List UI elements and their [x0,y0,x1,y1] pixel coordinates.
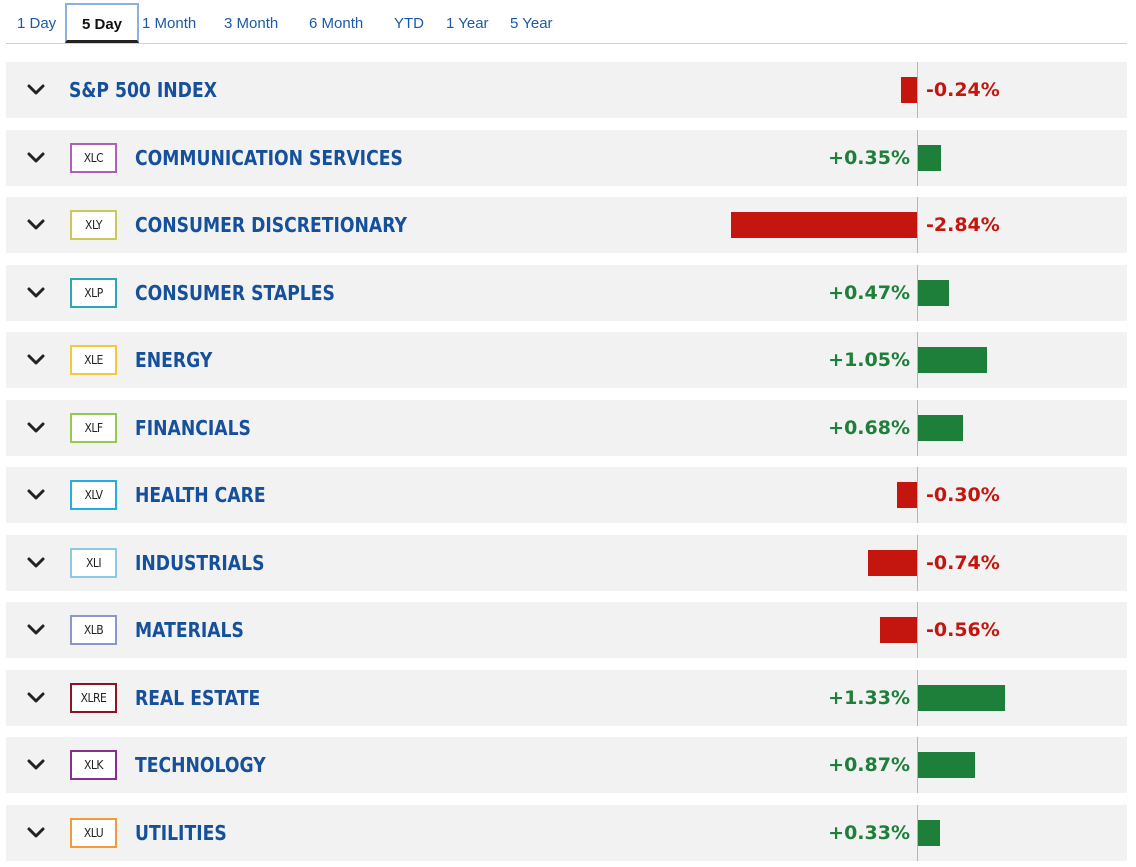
sector-row[interactable]: XLU UTILITIES +0.33% [6,805,1127,861]
sector-row[interactable]: XLI INDUSTRIALS -0.74% [6,535,1127,591]
zero-axis [917,265,918,321]
change-bar [880,617,917,643]
chevron-down-icon[interactable] [26,216,46,234]
sector-name[interactable]: REAL ESTATE [135,686,261,710]
sector-name[interactable]: COMMUNICATION SERVICES [135,146,403,170]
ticker-badge[interactable]: XLI [70,548,117,578]
sector-row[interactable]: XLF FINANCIALS +0.68% [6,400,1127,456]
chevron-down-icon[interactable] [26,351,46,369]
sector-name[interactable]: ENERGY [135,348,213,372]
sector-row[interactable]: XLE ENERGY +1.05% [6,332,1127,388]
tab-6-month[interactable]: 6 Month [309,15,364,32]
chevron-down-icon[interactable] [26,756,46,774]
zero-axis [917,535,918,591]
sector-name[interactable]: CONSUMER DISCRETIONARY [135,213,408,237]
change-label: +0.33% [828,822,910,844]
change-label: -0.74% [926,552,1000,574]
sector-name[interactable]: CONSUMER STAPLES [135,281,335,305]
change-bar [918,347,987,373]
sector-name[interactable]: HEALTH CARE [135,483,266,507]
ticker-badge[interactable]: XLU [70,818,117,848]
chevron-down-icon[interactable] [26,554,46,572]
tab-1-month[interactable]: 1 Month [142,15,197,32]
zero-axis [917,805,918,861]
sector-name[interactable]: UTILITIES [135,821,227,845]
change-label: +1.05% [828,349,910,371]
change-bar [730,212,917,238]
sector-name[interactable]: INDUSTRIALS [135,551,265,575]
zero-axis [917,737,918,793]
zero-axis [917,602,918,658]
sector-row[interactable]: XLY CONSUMER DISCRETIONARY -2.84% [6,197,1127,253]
tab-3-month[interactable]: 3 Month [224,15,279,32]
ticker-badge[interactable]: XLE [70,345,117,375]
change-bar [918,820,940,846]
ticker-badge[interactable]: XLB [70,615,117,645]
zero-axis [917,332,918,388]
change-label: +0.87% [828,754,910,776]
zero-axis [917,400,918,456]
tab-5-year[interactable]: 5 Year [510,15,553,32]
tab-1-day[interactable]: 1 Day [17,15,57,32]
change-bar [918,685,1006,711]
change-bar [918,280,949,306]
ticker-badge[interactable]: XLP [70,278,117,308]
zero-axis [917,467,918,523]
sector-row[interactable]: XLP CONSUMER STAPLES +0.47% [6,265,1127,321]
tab-ytd[interactable]: YTD [394,15,424,32]
ticker-badge[interactable]: XLC [70,143,117,173]
change-bar [918,415,963,441]
zero-axis [917,130,918,186]
index-row[interactable]: S&P 500 INDEX -0.24% [6,62,1127,118]
change-label: +0.47% [828,282,910,304]
change-label: -2.84% [926,214,1000,236]
chevron-down-icon[interactable] [26,419,46,437]
change-bar [918,145,941,171]
change-bar [918,752,976,778]
ticker-badge[interactable]: XLV [70,480,117,510]
sector-name[interactable]: MATERIALS [135,618,244,642]
zero-axis [917,62,918,118]
index-name[interactable]: S&P 500 INDEX [69,78,217,102]
change-label: +0.35% [828,147,910,169]
chevron-down-icon[interactable] [26,81,46,99]
ticker-badge[interactable]: XLK [70,750,117,780]
change-label: +0.68% [828,417,910,439]
sector-row[interactable]: XLB MATERIALS -0.56% [6,602,1127,658]
sector-row[interactable]: XLC COMMUNICATION SERVICES +0.35% [6,130,1127,186]
sector-row[interactable]: XLRE REAL ESTATE +1.33% [6,670,1127,726]
tab-1-year[interactable]: 1 Year [446,15,489,32]
change-label: -0.56% [926,619,1000,641]
chevron-down-icon[interactable] [26,486,46,504]
zero-axis [917,197,918,253]
change-bar [868,550,917,576]
period-tabs: 1 Day 5 Day 1 Month 3 Month 6 Month YTD … [6,0,1127,44]
chevron-down-icon[interactable] [26,824,46,842]
sector-row[interactable]: XLV HEALTH CARE -0.30% [6,467,1127,523]
change-bar [897,482,917,508]
ticker-badge[interactable]: XLY [70,210,117,240]
chevron-down-icon[interactable] [26,149,46,167]
ticker-badge[interactable]: XLF [70,413,117,443]
sector-name[interactable]: TECHNOLOGY [135,753,266,777]
chevron-down-icon[interactable] [26,621,46,639]
change-label: -0.30% [926,484,1000,506]
chevron-down-icon[interactable] [26,689,46,707]
sector-name[interactable]: FINANCIALS [135,416,251,440]
index-change-label: -0.24% [926,79,1000,101]
ticker-badge[interactable]: XLRE [70,683,117,713]
zero-axis [917,670,918,726]
chevron-down-icon[interactable] [26,284,46,302]
sector-row[interactable]: XLK TECHNOLOGY +0.87% [6,737,1127,793]
tab-5-day[interactable]: 5 Day [65,3,139,43]
change-label: +1.33% [828,687,910,709]
index-change-bar [901,77,917,103]
